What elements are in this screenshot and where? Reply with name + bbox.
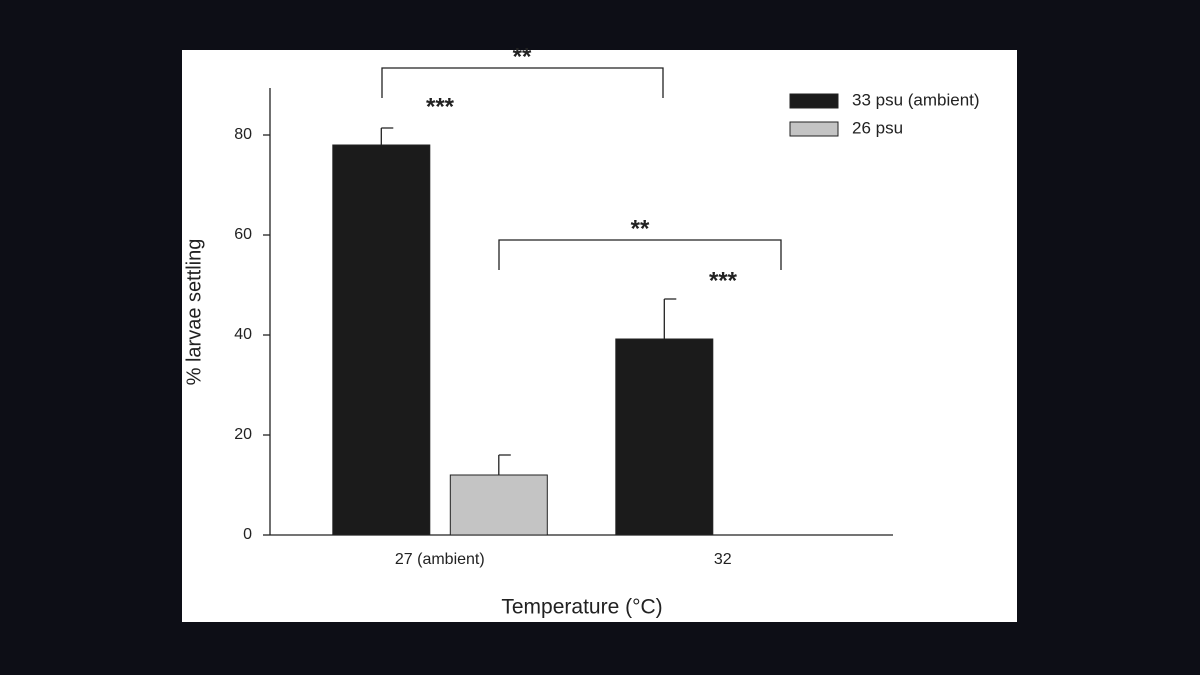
error-bar (663, 298, 677, 339)
chart-panel (182, 50, 1017, 622)
bracket (498, 239, 782, 270)
y-tick-label: 0 (243, 526, 252, 543)
error-bar (498, 454, 511, 475)
annotation: ** (631, 215, 650, 242)
legend-swatch (789, 121, 839, 137)
x-tick-label: 32 (714, 551, 732, 568)
y-axis-label: % larvae settling (183, 239, 205, 386)
annotation: *** (426, 93, 455, 120)
annotation: ** (513, 43, 532, 70)
legend-label: 26 psu (852, 118, 903, 137)
y-tick-label: 80 (234, 126, 252, 143)
legend-label: 33 psu (ambient) (852, 90, 980, 109)
bar (332, 144, 431, 536)
bar (615, 338, 714, 536)
y-tick-label: 60 (234, 226, 252, 243)
bar (449, 474, 548, 536)
x-tick-label: 27 (ambient) (395, 551, 485, 568)
y-tick-label: 20 (234, 426, 252, 443)
y-tick-label: 40 (234, 326, 252, 343)
legend-swatch (789, 93, 839, 109)
annotation: *** (709, 267, 738, 294)
error-bar (380, 127, 394, 145)
bracket (381, 67, 664, 98)
x-axis-label: Temperature (°C) (501, 596, 662, 619)
